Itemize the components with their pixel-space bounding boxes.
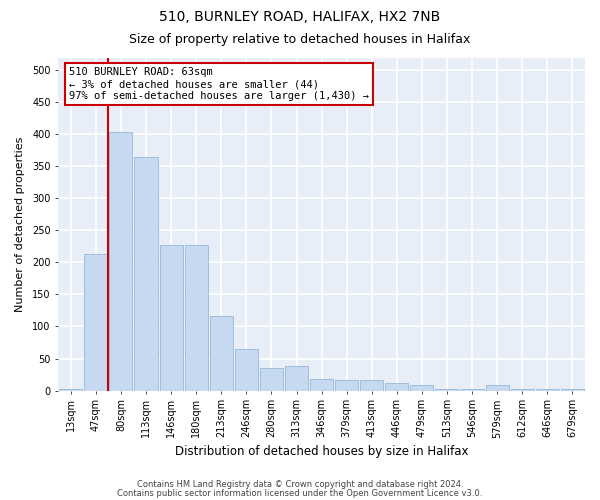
Bar <box>160 244 182 390</box>
Bar <box>185 244 208 390</box>
Bar <box>410 386 433 390</box>
X-axis label: Distribution of detached houses by size in Halifax: Distribution of detached houses by size … <box>175 444 469 458</box>
Bar <box>109 132 133 390</box>
Text: 510 BURNLEY ROAD: 63sqm
← 3% of detached houses are smaller (44)
97% of semi-det: 510 BURNLEY ROAD: 63sqm ← 3% of detached… <box>69 68 369 100</box>
Bar <box>84 254 107 390</box>
Bar <box>210 316 233 390</box>
Bar <box>385 383 409 390</box>
Bar <box>134 157 158 390</box>
Bar <box>235 349 258 391</box>
Bar <box>461 388 484 390</box>
Bar <box>285 366 308 390</box>
Bar <box>436 388 458 390</box>
Bar <box>335 380 358 390</box>
Bar <box>485 386 509 390</box>
Text: 510, BURNLEY ROAD, HALIFAX, HX2 7NB: 510, BURNLEY ROAD, HALIFAX, HX2 7NB <box>160 10 440 24</box>
Text: Contains HM Land Registry data © Crown copyright and database right 2024.: Contains HM Land Registry data © Crown c… <box>137 480 463 489</box>
Text: Contains public sector information licensed under the Open Government Licence v3: Contains public sector information licen… <box>118 488 482 498</box>
Bar <box>260 368 283 390</box>
Text: Size of property relative to detached houses in Halifax: Size of property relative to detached ho… <box>130 32 470 46</box>
Bar <box>360 380 383 390</box>
Y-axis label: Number of detached properties: Number of detached properties <box>15 136 25 312</box>
Bar <box>310 379 333 390</box>
